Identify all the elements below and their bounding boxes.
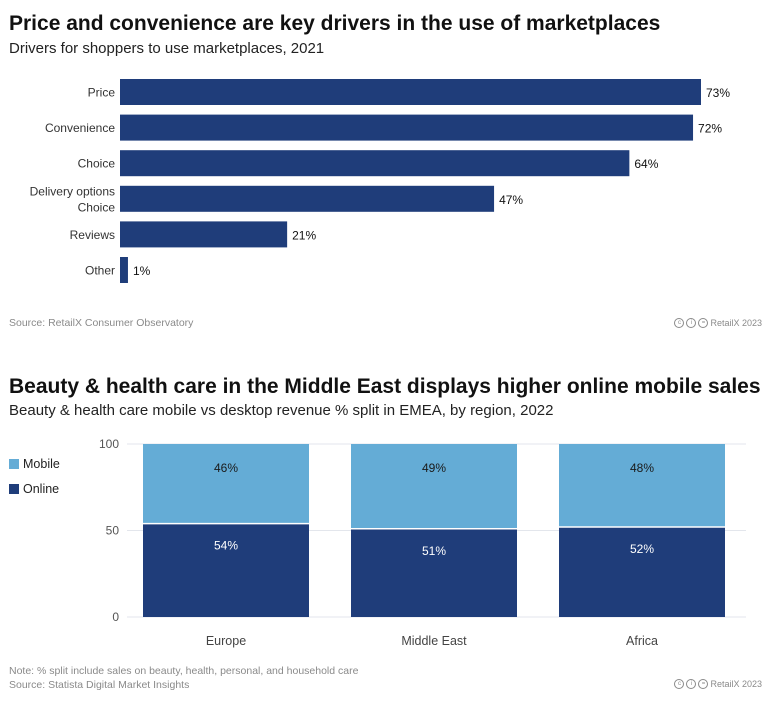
online-value-label: 54% (214, 539, 238, 553)
bar (120, 257, 128, 283)
bar-segment-online (559, 527, 725, 617)
legend-swatch-online (9, 484, 19, 494)
mobile-value-label: 46% (214, 461, 238, 475)
x-category-label: Middle East (401, 634, 467, 648)
chart2-plot: 100 50 0 46% 54% Europe 49% 51% Middle East 48% 52… (99, 437, 746, 648)
bar (120, 185, 495, 212)
chart1-title: Price and convenience are key drivers in… (9, 12, 661, 35)
bar-value-label: 47% (499, 193, 523, 207)
category-label: Choice (78, 200, 116, 214)
bar-segment-online (351, 528, 517, 617)
legend-swatch-mobile (9, 459, 19, 469)
chart2-note: Note: % split include sales on beauty, h… (9, 665, 359, 677)
attribution-icon: i (686, 318, 697, 328)
bar (120, 221, 288, 248)
bar-value-label: 64% (634, 157, 658, 171)
bar-segment-mobile (351, 444, 517, 529)
y-tick-label: 0 (112, 610, 119, 624)
bar-value-label: 73% (706, 86, 730, 100)
bar-segment-mobile (559, 444, 725, 528)
x-category-label: Europe (206, 634, 246, 648)
chart2-brand: c i = RetailX 2023 (674, 679, 762, 689)
chart1-brand: c i = RetailX 2023 (674, 318, 762, 328)
chart1-subtitle: Drivers for shoppers to use marketplaces… (9, 40, 325, 57)
attribution-icon: i (686, 679, 697, 689)
bar-value-label: 1% (133, 264, 151, 278)
chart2-title: Beauty & health care in the Middle East … (9, 375, 761, 398)
category-label: Other (85, 264, 115, 278)
x-category-label: Africa (626, 634, 658, 648)
mobile-value-label: 48% (630, 461, 654, 475)
bar-segment-mobile (143, 444, 309, 524)
category-label: Delivery options (30, 184, 115, 198)
legend-item-online: Online (9, 482, 59, 496)
chart2-subtitle: Beauty & health care mobile vs desktop r… (9, 402, 554, 419)
chart1-brand-label: RetailX 2023 (710, 318, 762, 328)
bar-value-label: 21% (292, 228, 316, 242)
online-value-label: 52% (630, 542, 654, 556)
online-value-label: 51% (422, 544, 446, 558)
bar (120, 150, 630, 177)
chart1-plot: 73% Price 72% Convenience 64% Choice 47% Delive… (30, 79, 730, 283)
mobile-value-label: 49% (422, 461, 446, 475)
legend-label-mobile: Mobile (23, 457, 60, 471)
no-derivatives-icon: = (698, 679, 709, 689)
y-tick-label: 100 (99, 437, 119, 451)
cc-icon: c (674, 318, 685, 328)
chart1-source: Source: RetailX Consumer Observatory (9, 317, 194, 329)
bar (120, 79, 701, 105)
legend-label-online: Online (23, 482, 60, 496)
category-label: Price (88, 86, 116, 100)
cc-icon: c (674, 679, 685, 689)
category-label: Choice (78, 157, 116, 171)
bar-segment-online (143, 523, 309, 617)
category-label: Convenience (45, 121, 115, 135)
y-tick-label: 50 (106, 524, 120, 538)
category-label: Reviews (70, 228, 115, 242)
bar-value-label: 72% (698, 122, 722, 136)
chart2-source: Source: Statista Digital Market Insights (9, 679, 190, 691)
legend-item-mobile: Mobile (9, 457, 60, 471)
chart2-brand-label: RetailX 2023 (710, 679, 762, 689)
bar (120, 114, 694, 141)
no-derivatives-icon: = (698, 318, 709, 328)
